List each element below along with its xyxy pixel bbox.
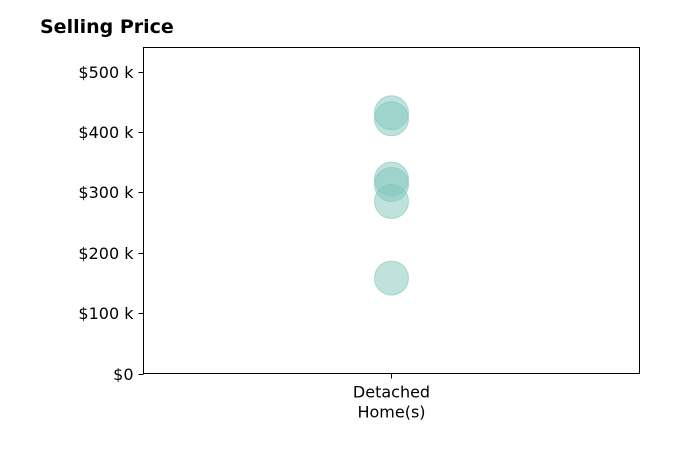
y-tick-label: $0: [113, 365, 133, 384]
y-tick-label: $500 k: [78, 63, 134, 82]
y-tick-label: $300 k: [78, 183, 134, 202]
y-axis: $0 $100 k $200 k $300 k $400 k $500 k: [78, 63, 144, 384]
data-point: [374, 101, 409, 137]
y-tick-label: $200 k: [78, 244, 134, 263]
data-point: [374, 260, 409, 296]
data-point: [374, 183, 409, 219]
y-tick-label: $400 k: [78, 123, 134, 142]
data-points: [374, 95, 409, 296]
x-tick-label: Home(s): [357, 403, 425, 422]
x-tick-label: Detached: [353, 383, 430, 402]
y-tick-label: $100 k: [78, 304, 134, 323]
chart-title: Selling Price: [40, 16, 174, 38]
